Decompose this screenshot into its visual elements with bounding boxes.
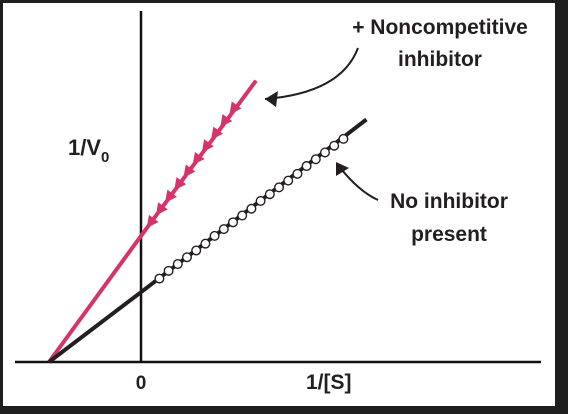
no_inhibitor-data-point xyxy=(191,245,202,256)
no_inhibitor-data-point xyxy=(181,252,192,263)
no_inhibitor-data-point xyxy=(329,140,340,151)
noncompetitive-data-point xyxy=(201,139,214,153)
noncompetitive-data-point xyxy=(220,114,233,128)
noncompetitive-extrapolation-line xyxy=(47,234,143,364)
noncompetitive-annotation-arrowhead xyxy=(265,91,278,107)
no_inhibitor-extrapolation-line xyxy=(47,290,143,364)
y-axis-label: 1/V0 xyxy=(68,135,109,166)
no_inhibitor-annotation-arrowhead xyxy=(336,162,349,176)
noncompetitive-data-point xyxy=(146,214,159,229)
noncompetitive-data-point xyxy=(174,177,187,191)
no_inhibitor-data-point xyxy=(154,273,165,284)
no_inhibitor-data-point xyxy=(338,133,349,144)
noncompetitive-annotation-text: + Noncompetitive xyxy=(352,16,528,39)
no_inhibitor-data-point xyxy=(264,189,275,200)
no_inhibitor-data-point xyxy=(209,230,220,241)
noncompetitive-data-point xyxy=(229,101,242,115)
chart-panel: + Noncompetitive inhibitor No inhibitor pre… xyxy=(3,3,555,406)
no_inhibitor-data-point xyxy=(246,203,257,214)
y-axis-label-subscript: 0 xyxy=(101,149,109,166)
no_inhibitor-data-point xyxy=(310,154,321,165)
no_inhibitor-data-point xyxy=(237,210,248,221)
y-axis-label-main: 1/V xyxy=(68,135,101,160)
noncompetitive-data-point xyxy=(183,164,196,178)
no_inhibitor-data-point xyxy=(274,182,285,193)
noncompetitive-data-point xyxy=(155,202,168,216)
x-tick-label: 0 xyxy=(136,373,147,394)
noncompetitive-data-point xyxy=(192,151,205,166)
lineweaver-burk-chart: + Noncompetitive inhibitor No inhibitor pre… xyxy=(15,11,541,394)
noncompetitive-data-point xyxy=(165,189,177,203)
no_inhibitor-data-point xyxy=(320,147,331,158)
no_inhibitor-data-point xyxy=(255,195,266,206)
noncompetitive-annotation-arrow xyxy=(264,47,359,100)
no_inhibitor-annotation-text: present xyxy=(411,223,487,246)
no_inhibitor-data-point xyxy=(283,175,294,186)
x-axis-label: 1/[S] xyxy=(306,371,352,394)
no_inhibitor-data-point xyxy=(172,259,183,270)
no_inhibitor-data-point xyxy=(200,238,211,249)
no_inhibitor-data-point xyxy=(292,168,303,179)
noncompetitive-data-point xyxy=(211,126,223,140)
no_inhibitor-data-point xyxy=(301,161,312,172)
no_inhibitor-data-point xyxy=(218,224,229,235)
no_inhibitor-data-point xyxy=(227,217,238,228)
no_inhibitor-data-point xyxy=(163,265,174,276)
no_inhibitor-annotation-text: No inhibitor xyxy=(390,190,508,213)
noncompetitive-annotation-text: inhibitor xyxy=(398,48,482,71)
